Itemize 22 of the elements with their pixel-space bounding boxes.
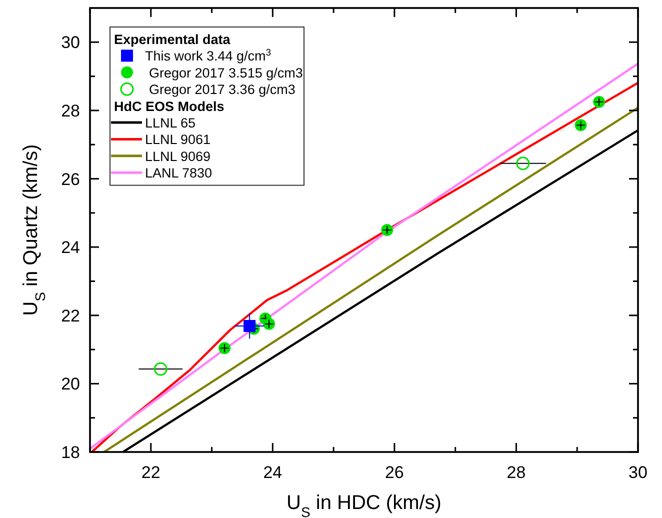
x-tick-label: 24 [263,463,282,482]
legend-label: Gregor 2017 3.515 g/cm3 [149,65,303,80]
y-tick-label: 24 [61,238,80,258]
y-tick-label: 18 [61,443,80,462]
y-tick-label: 22 [61,306,80,326]
x-tick-label: 28 [506,463,526,482]
legend-title: Experimental data [114,32,231,47]
legend-label: LLNL 9069 [145,148,211,164]
legend-label: LLNL 65 [145,116,196,130]
annotation: HdC EOS Models [114,98,224,114]
legend-label: Gregor 2017 3.36 g/cm3 [149,82,296,98]
x-tick-label: 22 [141,463,160,482]
legend-label: This work 3.44 g/cm$^{3}$ [145,47,272,64]
x-tick-label: 30 [628,463,648,482]
y-tick-label: 30 [61,33,80,52]
x-axis-title: U$_{S}$ in HDC (km/s) [286,492,442,518]
y-tick-label: 28 [61,101,80,120]
x-tick-label: 26 [384,463,404,482]
legend-label: LANL 7830 [145,166,212,181]
legend-label: LLNL 9061 [145,132,211,148]
y-tick-label: 20 [61,374,80,394]
y-tick-label: 26 [61,170,80,189]
